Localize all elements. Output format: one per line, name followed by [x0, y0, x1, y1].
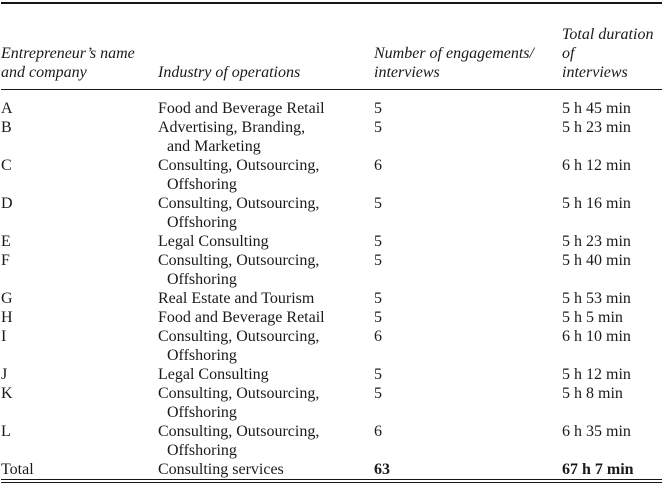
table-row: A Food and Beverage Retail 5 5 h 45 min: [1, 99, 662, 118]
industry-cell: Food and Beverage Retail: [158, 100, 325, 117]
table-row: I Consulting, Outsourcing, Offshoring 6 …: [1, 327, 662, 365]
entrepreneur-cell: G: [1, 290, 13, 307]
entrepreneur-cell: H: [1, 309, 13, 326]
engagements-cell: 5: [374, 100, 382, 117]
total-label: Total: [1, 461, 34, 478]
entrepreneur-cell: E: [1, 233, 11, 250]
header-entrepreneur: Entrepreneur’s name and company: [1, 45, 135, 81]
industry-cell: Consulting, Outsourcing, Offshoring: [158, 252, 320, 288]
duration-cell: 5 h 45 min: [562, 100, 631, 117]
duration-cell: 6 h 10 min: [562, 328, 631, 345]
entrepreneur-cell: J: [1, 366, 8, 383]
duration-cell: 5 h 40 min: [562, 252, 631, 269]
table-body: A Food and Beverage Retail 5 5 h 45 min …: [1, 90, 662, 460]
total-duration: 67 h 7 min: [562, 461, 634, 478]
bottom-double-rule: [1, 479, 662, 483]
duration-cell: 5 h 23 min: [562, 119, 631, 136]
table-row: K Consulting, Outsourcing, Offshoring 5 …: [1, 384, 662, 422]
table-total-row: Total Consulting services 63 67 h 7 min: [1, 460, 662, 479]
table-row: L Consulting, Outsourcing, Offshoring 6 …: [1, 422, 662, 460]
entrepreneur-cell: D: [1, 195, 13, 212]
duration-cell: 5 h 16 min: [562, 195, 631, 212]
industry-cell: Food and Beverage Retail: [158, 309, 325, 326]
entrepreneur-cell: C: [1, 157, 12, 174]
entrepreneur-cell: F: [1, 252, 10, 269]
table-row: E Legal Consulting 5 5 h 23 min: [1, 232, 662, 251]
entrepreneur-cell: L: [1, 423, 11, 440]
industry-cell: Consulting, Outsourcing, Offshoring: [158, 385, 320, 421]
industry-cell: Legal Consulting: [158, 233, 269, 250]
table-header-row: Entrepreneur’s name and company Industry…: [1, 4, 662, 89]
duration-cell: 6 h 12 min: [562, 157, 631, 174]
table-row: H Food and Beverage Retail 5 5 h 5 min: [1, 308, 662, 327]
engagements-cell: 5: [374, 252, 382, 269]
header-rule: [1, 89, 662, 90]
total-industry: Consulting services: [158, 461, 284, 478]
industry-cell: Consulting, Outsourcing, Offshoring: [158, 157, 320, 193]
duration-cell: 5 h 5 min: [562, 309, 623, 326]
duration-cell: 6 h 35 min: [562, 423, 631, 440]
table-row: C Consulting, Outsourcing, Offshoring 6 …: [1, 156, 662, 194]
entrepreneur-cell: K: [1, 385, 13, 402]
table-row: B Advertising, Branding, and Marketing 5…: [1, 118, 662, 156]
engagements-cell: 5: [374, 366, 382, 383]
header-duration: Total duration of interviews: [562, 26, 654, 81]
industry-cell: Consulting, Outsourcing, Offshoring: [158, 423, 320, 459]
industry-cell: Consulting, Outsourcing, Offshoring: [158, 195, 320, 231]
industry-cell: Real Estate and Tourism: [158, 290, 315, 307]
duration-cell: 5 h 53 min: [562, 290, 631, 307]
industry-cell: Advertising, Branding, and Marketing: [158, 119, 306, 155]
industry-cell: Consulting, Outsourcing, Offshoring: [158, 328, 320, 364]
engagements-cell: 6: [374, 423, 382, 440]
engagements-cell: 5: [374, 290, 382, 307]
header-engagements: Number of engagements/ interviews: [374, 45, 534, 81]
engagements-cell: 6: [374, 328, 382, 345]
engagements-cell: 5: [374, 195, 382, 212]
table-row: J Legal Consulting 5 5 h 12 min: [1, 365, 662, 384]
entrepreneur-cell: A: [1, 100, 13, 117]
top-double-rule: [1, 2, 662, 4]
engagements-cell: 6: [374, 157, 382, 174]
duration-cell: 5 h 12 min: [562, 366, 631, 383]
duration-cell: 5 h 8 min: [562, 385, 623, 402]
table-row: G Real Estate and Tourism 5 5 h 53 min: [1, 289, 662, 308]
industry-cell: Legal Consulting: [158, 366, 269, 383]
total-engagements: 63: [374, 461, 390, 478]
engagements-cell: 5: [374, 309, 382, 326]
header-industry: Industry of operations: [158, 64, 301, 81]
entrepreneur-cell: I: [1, 328, 7, 345]
engagements-cell: 5: [374, 119, 382, 136]
engagements-cell: 5: [374, 385, 382, 402]
entrepreneur-cell: B: [1, 119, 12, 136]
duration-cell: 5 h 23 min: [562, 233, 631, 250]
table-row: F Consulting, Outsourcing, Offshoring 5 …: [1, 251, 662, 289]
table-row: D Consulting, Outsourcing, Offshoring 5 …: [1, 194, 662, 232]
engagements-cell: 5: [374, 233, 382, 250]
